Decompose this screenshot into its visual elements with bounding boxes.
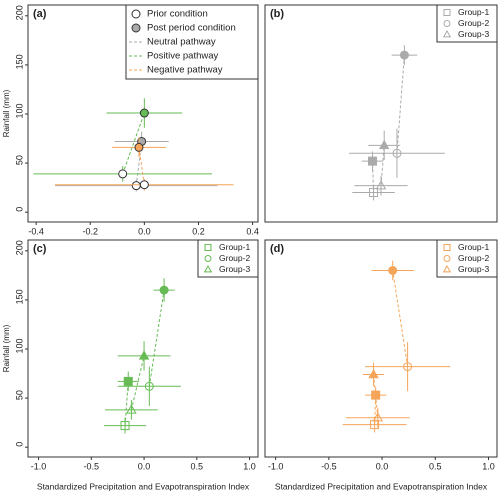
y-tick-label: 0 bbox=[14, 207, 24, 212]
point bbox=[392, 148, 402, 158]
x-tick-label: 0.0 bbox=[376, 461, 389, 471]
legend-symbol bbox=[443, 244, 451, 251]
legend-label: Group-2 bbox=[458, 18, 489, 28]
plot-frame bbox=[264, 4, 498, 223]
x-tick-label: -1.0 bbox=[268, 461, 284, 471]
legend-label: Neutral pathway bbox=[147, 37, 216, 48]
point bbox=[378, 139, 390, 150]
point bbox=[375, 180, 387, 190]
x-tick-label: 1.0 bbox=[482, 461, 495, 471]
point bbox=[139, 108, 149, 118]
point bbox=[369, 188, 379, 198]
x-tick-label: 0.0 bbox=[138, 226, 151, 236]
point bbox=[138, 350, 150, 360]
pathway-line bbox=[392, 270, 409, 367]
point bbox=[372, 412, 384, 422]
plot-frame bbox=[264, 239, 498, 458]
legend-symbol bbox=[203, 265, 213, 273]
legend-label: Group-1 bbox=[458, 7, 489, 17]
legend-symbol bbox=[443, 255, 451, 262]
x-tick-label: 0.2 bbox=[192, 226, 205, 236]
x-tick-label: 0.5 bbox=[429, 461, 442, 471]
x-tick-label: 0.4 bbox=[246, 226, 259, 236]
legend-symbol bbox=[131, 9, 141, 19]
legend-symbol bbox=[204, 244, 212, 251]
legend-box bbox=[197, 239, 259, 278]
pathway-line bbox=[148, 290, 165, 387]
y-tick-label: 50 bbox=[14, 155, 24, 165]
y-tick-label: 100 bbox=[14, 103, 24, 118]
legend-label: Negative pathway bbox=[147, 65, 223, 76]
point bbox=[159, 285, 169, 295]
y-tick-label: 200 bbox=[14, 5, 24, 20]
y-axis-label: Rainfall (mm) bbox=[2, 89, 11, 137]
point bbox=[367, 156, 377, 166]
point bbox=[120, 421, 130, 431]
legend-box bbox=[436, 239, 498, 278]
legend-label: Positive pathway bbox=[147, 51, 219, 62]
legend-symbol bbox=[443, 20, 451, 27]
x-tick-label: -1.0 bbox=[31, 461, 47, 471]
pathway-line bbox=[130, 355, 145, 410]
legend-label: Group-3 bbox=[458, 264, 489, 274]
legend-label: Group-1 bbox=[219, 242, 250, 252]
point bbox=[368, 368, 379, 379]
legend-label: Post period condition bbox=[147, 23, 236, 34]
legend-label: Group-2 bbox=[219, 253, 250, 263]
legend-label: Group-1 bbox=[458, 242, 489, 252]
x-tick-label: -0.4 bbox=[28, 226, 44, 236]
legend-symbol bbox=[204, 255, 212, 262]
point bbox=[134, 142, 144, 152]
panel-label: (a) bbox=[33, 8, 47, 20]
panel-label: (d) bbox=[270, 243, 284, 255]
legend-symbol bbox=[443, 9, 451, 16]
legend-label: Group-2 bbox=[458, 253, 489, 263]
legend-symbol bbox=[131, 23, 141, 33]
point bbox=[126, 404, 137, 414]
x-tick-label: -0.2 bbox=[82, 226, 98, 236]
legend-symbol bbox=[442, 265, 452, 273]
x-tick-label: 0.0 bbox=[138, 461, 151, 471]
x-tick-label: 1.0 bbox=[243, 461, 256, 471]
y-tick-label: 50 bbox=[14, 390, 24, 400]
point bbox=[144, 381, 154, 391]
x-axis-label: Standardized Precipitation and Evapotran… bbox=[37, 481, 250, 491]
x-axis-label: Standardized Precipitation and Evapotran… bbox=[275, 481, 488, 491]
x-tick-label: -0.5 bbox=[321, 461, 337, 471]
y-tick-label: 150 bbox=[14, 289, 24, 304]
y-tick-label: 150 bbox=[14, 54, 24, 69]
x-tick-label: 0.5 bbox=[191, 461, 204, 471]
legend-label: Prior condition bbox=[147, 9, 208, 20]
point bbox=[139, 180, 149, 190]
pathway-line bbox=[396, 55, 405, 154]
point bbox=[399, 50, 409, 60]
pathway-line bbox=[124, 381, 129, 426]
panel-label: (b) bbox=[270, 8, 284, 20]
point bbox=[123, 376, 133, 386]
legend-label: Group-3 bbox=[219, 264, 250, 274]
legend-label: Group-3 bbox=[458, 29, 489, 39]
legend-box bbox=[125, 4, 259, 80]
y-axis-label: Rainfall (mm) bbox=[2, 324, 11, 372]
panel-label: (c) bbox=[33, 243, 47, 255]
pathway-line bbox=[373, 374, 379, 418]
y-tick-label: 100 bbox=[14, 338, 24, 353]
y-tick-label: 0 bbox=[14, 442, 24, 447]
pathway-line bbox=[380, 145, 385, 186]
y-tick-label: 200 bbox=[14, 240, 24, 255]
legend-symbol bbox=[442, 30, 452, 38]
legend-box bbox=[436, 4, 498, 43]
point bbox=[131, 181, 141, 191]
pathway-line bbox=[122, 112, 145, 175]
x-tick-label: -0.5 bbox=[84, 461, 100, 471]
pathway-line bbox=[138, 147, 145, 185]
point bbox=[118, 169, 128, 179]
point bbox=[388, 265, 398, 275]
point bbox=[403, 362, 413, 372]
